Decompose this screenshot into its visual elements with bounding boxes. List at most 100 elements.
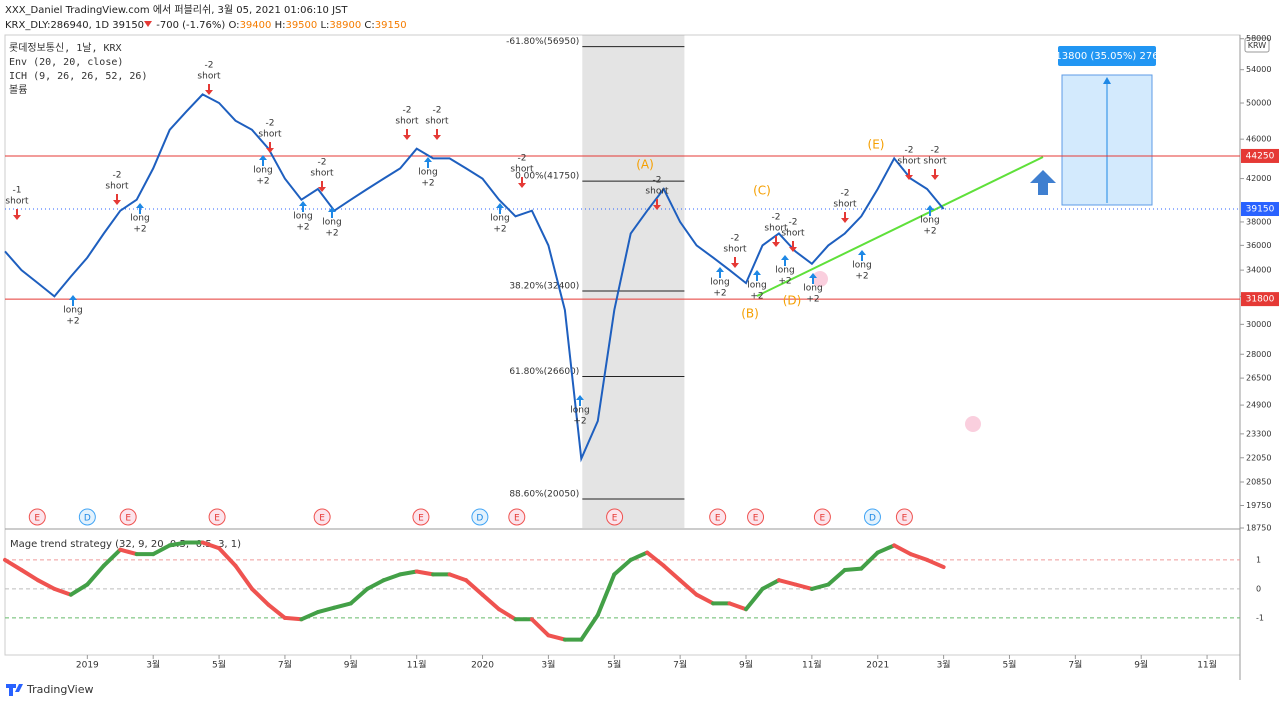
y-tick-label: 24900 bbox=[1246, 401, 1271, 410]
trend-segment bbox=[447, 572, 469, 583]
short-arrow bbox=[266, 142, 274, 153]
event-marker bbox=[813, 508, 831, 526]
trend-segment bbox=[464, 578, 485, 597]
short-arrow bbox=[433, 129, 441, 140]
event-label: E bbox=[902, 514, 908, 524]
trend-segment bbox=[381, 572, 403, 583]
trend-segment bbox=[365, 578, 386, 591]
trend-segment bbox=[793, 582, 814, 591]
signal-side: short bbox=[723, 245, 747, 255]
signal-qty: +2 bbox=[750, 292, 763, 302]
event-label: E bbox=[612, 514, 618, 524]
short-arrow bbox=[789, 241, 797, 252]
wave-label: (D) bbox=[783, 294, 802, 308]
signal-side: long bbox=[63, 306, 82, 316]
fib-label: 0.00%(41750) bbox=[515, 172, 579, 182]
x-tick-label: 5월 bbox=[607, 659, 621, 671]
signal-side: long bbox=[710, 278, 729, 288]
signal-qty: -2 bbox=[433, 106, 442, 116]
trend-segment bbox=[678, 578, 699, 597]
trend-segment bbox=[892, 543, 913, 557]
signal-qty: +2 bbox=[493, 225, 506, 235]
y-tick-label: 46000 bbox=[1246, 135, 1271, 144]
signal-side: short bbox=[645, 187, 669, 197]
event-marker bbox=[412, 508, 430, 526]
trend-segment bbox=[497, 607, 518, 622]
x-tick-label: 3월 bbox=[146, 659, 160, 671]
signal-side: short bbox=[510, 165, 534, 175]
short-arrow bbox=[931, 169, 939, 180]
y-tick-label: 54000 bbox=[1246, 65, 1271, 74]
signal-qty: -2 bbox=[318, 158, 327, 168]
y-tick-label: 42000 bbox=[1246, 174, 1271, 183]
signal-side: long bbox=[253, 166, 272, 176]
ohlc-label: O: bbox=[228, 20, 240, 31]
trend-segment bbox=[266, 602, 287, 620]
x-tick-label: 5월 bbox=[1002, 659, 1016, 671]
currency: KRW bbox=[1248, 41, 1266, 50]
legend-entry: Env (20, 20, close) bbox=[9, 57, 124, 68]
signal-side: short bbox=[425, 117, 449, 127]
measure-arrowhead bbox=[1103, 77, 1111, 84]
event-label: D bbox=[476, 514, 483, 524]
wave-label: (B) bbox=[741, 307, 759, 321]
signal-qty: -2 bbox=[789, 218, 798, 228]
signal-qty: -1 bbox=[13, 186, 22, 196]
signal-side: long bbox=[293, 212, 312, 222]
ohlc-label: L: bbox=[320, 20, 330, 31]
trend-segment bbox=[348, 586, 370, 606]
trend-segment bbox=[217, 546, 238, 568]
brand: TradingView bbox=[26, 683, 93, 696]
short-arrow bbox=[403, 129, 411, 140]
signal-side: long bbox=[775, 266, 794, 276]
signal-qty: +2 bbox=[806, 295, 819, 305]
trend-segment bbox=[414, 569, 436, 577]
signal-side: long bbox=[418, 168, 437, 178]
event-label: E bbox=[753, 514, 759, 524]
price-line bbox=[4, 93, 945, 463]
x-tick-label: 9월 bbox=[344, 659, 358, 671]
long-arrow bbox=[259, 155, 267, 166]
event-marker bbox=[709, 508, 727, 526]
y-tick-label: 28000 bbox=[1246, 350, 1271, 359]
trend-segment bbox=[661, 563, 683, 583]
signal-side: short bbox=[781, 229, 805, 239]
short-arrow bbox=[905, 169, 913, 180]
short-arrow bbox=[13, 209, 21, 220]
signal-side: short bbox=[5, 197, 29, 207]
signal-side: long bbox=[570, 406, 589, 416]
event-marker bbox=[208, 508, 226, 526]
y-tick-label: 26500 bbox=[1246, 374, 1271, 383]
signal-side: short bbox=[197, 72, 221, 82]
event-label: E bbox=[319, 514, 325, 524]
trend-segment bbox=[200, 540, 222, 551]
event-label: E bbox=[34, 514, 40, 524]
trend-segment bbox=[3, 557, 24, 572]
long-arrow bbox=[136, 203, 144, 214]
fib-label: 38.20%(32400) bbox=[509, 282, 579, 292]
trend-segment bbox=[595, 572, 617, 617]
short-arrow bbox=[731, 257, 739, 268]
short-arrow bbox=[841, 212, 849, 223]
legend-entry: ICH (9, 26, 26, 52, 26) bbox=[9, 71, 148, 82]
x-tick-label: 2019 bbox=[76, 661, 99, 671]
short-arrow bbox=[653, 199, 661, 210]
event-marker bbox=[895, 508, 913, 526]
trend-segment bbox=[842, 566, 864, 572]
event-marker bbox=[78, 508, 96, 526]
x-tick-label: 7월 bbox=[673, 659, 687, 671]
marker-dot bbox=[812, 271, 828, 287]
symbol: KRX_DLY:286940, 1D bbox=[5, 20, 110, 31]
trend-segment bbox=[760, 578, 781, 591]
signal-side: long bbox=[803, 284, 822, 294]
short-arrow bbox=[318, 181, 326, 192]
x-tick-label: 9월 bbox=[1134, 659, 1148, 671]
short-arrow bbox=[518, 177, 526, 188]
signal-qty: -2 bbox=[905, 146, 914, 156]
trend-segment bbox=[167, 540, 189, 548]
signal-qty: +2 bbox=[855, 272, 868, 282]
signal-side: long bbox=[747, 281, 766, 291]
signal-qty: -2 bbox=[266, 119, 275, 129]
